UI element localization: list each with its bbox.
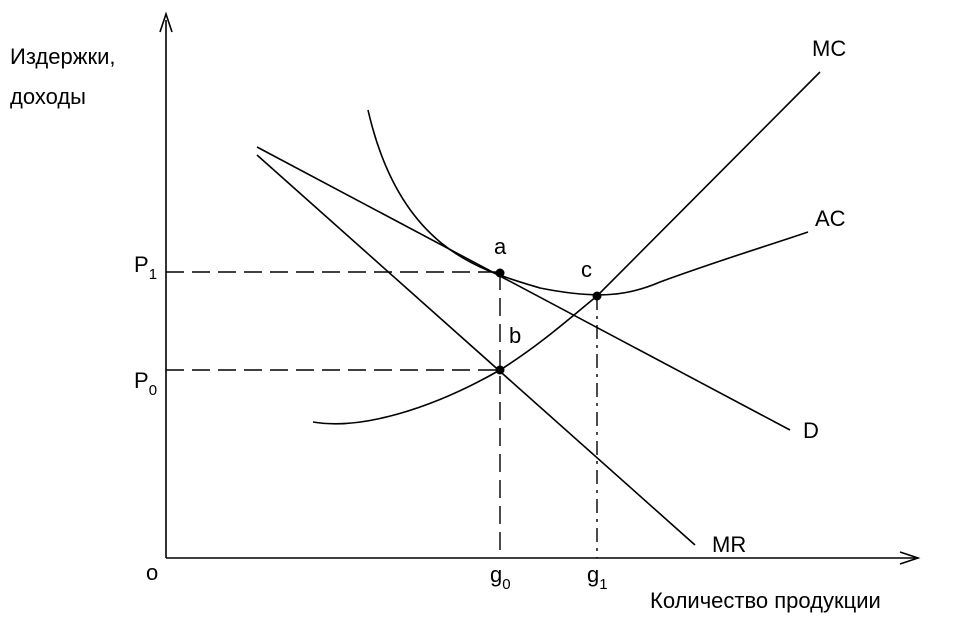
p0-subscript: 0 xyxy=(149,382,157,399)
p0-base: P xyxy=(134,368,149,393)
point-a-label: a xyxy=(494,234,507,259)
g0-base: g xyxy=(490,562,502,587)
p1-base: P xyxy=(134,252,149,277)
p0-label: P0 xyxy=(134,368,157,399)
ac-label: AC xyxy=(815,206,846,231)
g1-label: g1 xyxy=(587,562,608,593)
point-c-label: c xyxy=(581,257,592,282)
x-axis-label: Количество продукции xyxy=(650,588,881,613)
g1-subscript: 1 xyxy=(599,576,607,593)
g1-base: g xyxy=(587,562,599,587)
x-axis-arrow xyxy=(899,551,921,565)
g0-label: g0 xyxy=(490,562,511,593)
point-a-marker xyxy=(495,268,505,278)
mc-label: MC xyxy=(812,36,846,61)
marginal-revenue-curve xyxy=(256,154,696,546)
origin-label: o xyxy=(146,560,158,585)
y-axis-arrow xyxy=(159,11,173,33)
g0-subscript: 0 xyxy=(502,576,510,593)
y-axis-label-line1: Издержки, xyxy=(10,44,115,69)
p1-subscript: 1 xyxy=(149,266,157,283)
d-label: D xyxy=(803,418,819,443)
demand-curve xyxy=(256,146,791,431)
point-c-marker xyxy=(592,291,602,301)
average-cost-curve xyxy=(367,109,809,296)
p1-label: P1 xyxy=(134,252,157,283)
marginal-cost-curve xyxy=(312,71,821,425)
point-b-label: b xyxy=(509,323,521,348)
y-axis-label-line2: доходы xyxy=(10,84,86,109)
mr-label: MR xyxy=(712,532,746,557)
point-b-marker xyxy=(495,365,505,375)
